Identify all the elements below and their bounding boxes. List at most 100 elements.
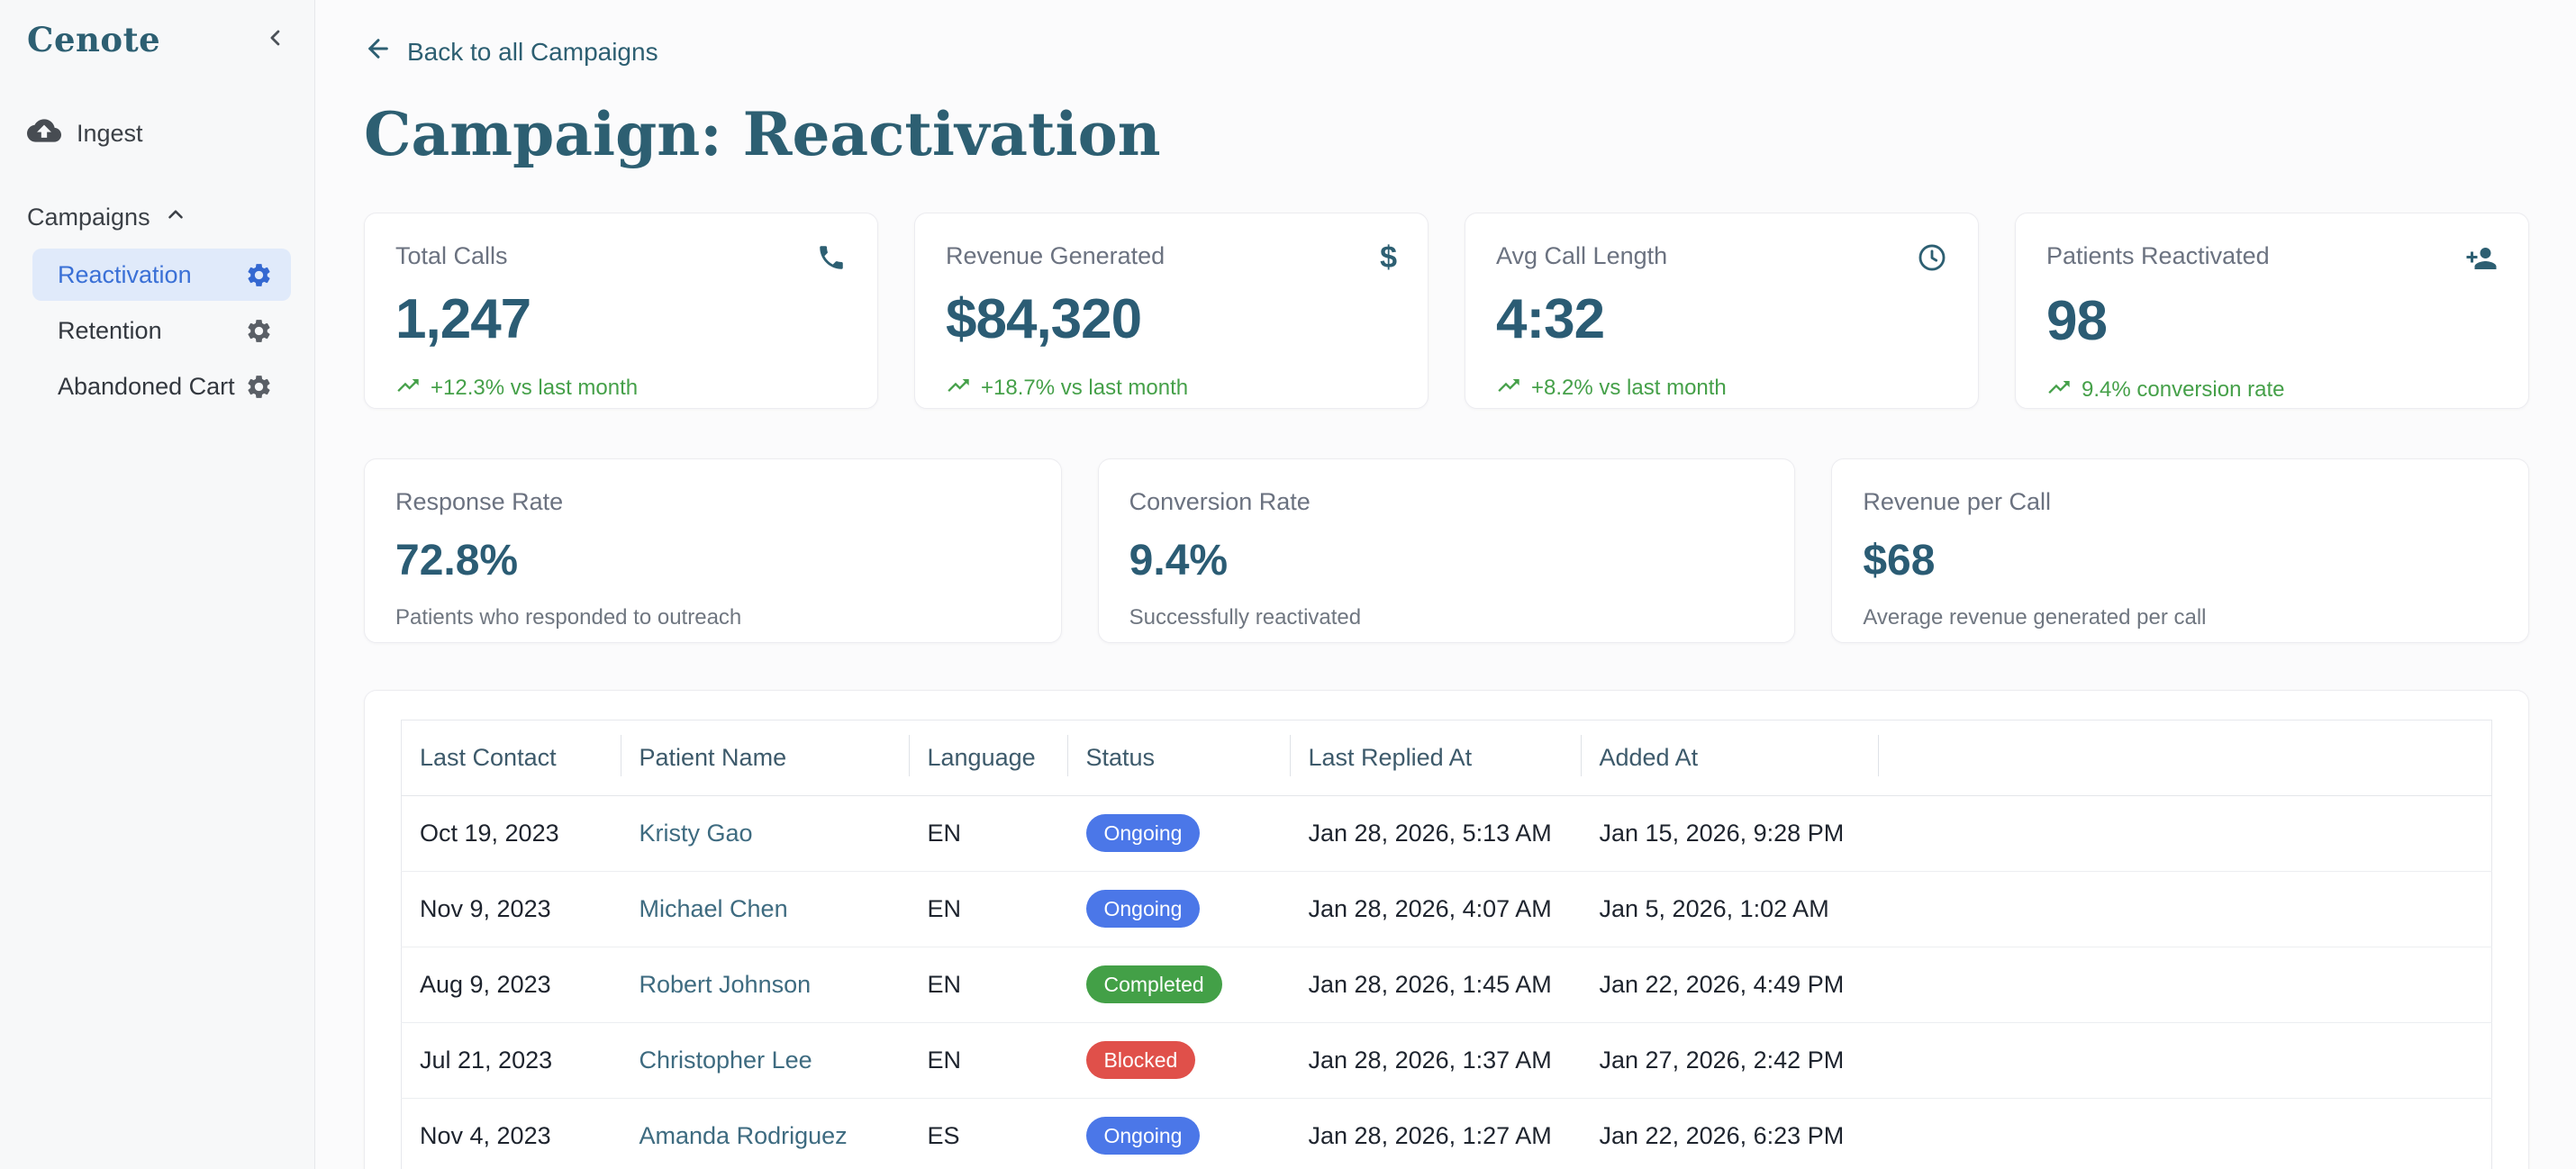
metric-card-conversion-rate: Conversion Rate 9.4% Successfully reacti… <box>1097 458 1796 643</box>
column-header-actions <box>1878 720 2492 796</box>
table-row[interactable]: Nov 9, 2023 Michael Chen EN Ongoing Jan … <box>401 871 2492 947</box>
column-header-language[interactable]: Language <box>909 720 1068 796</box>
stat-cards-row: Total Calls 1,247 +12.3% vs last month R… <box>364 212 2529 409</box>
cell-actions <box>1878 871 2492 947</box>
chevron-left-icon <box>263 25 288 55</box>
stat-label: Total Calls <box>395 241 508 269</box>
cell-actions <box>1878 947 2492 1023</box>
campaign-list: Reactivation Retention Abandoned Cart <box>32 249 291 412</box>
stat-value: 1,247 <box>395 287 531 350</box>
stat-trend: +18.7% vs last month <box>946 373 1397 404</box>
metric-cards-row: Response Rate 72.8% Patients who respond… <box>364 458 2530 643</box>
gear-icon[interactable] <box>245 317 273 345</box>
table-row[interactable]: Aug 9, 2023 Robert Johnson EN Completed … <box>401 947 2492 1023</box>
sidebar-header: Cenote <box>27 20 291 59</box>
back-link-label: Back to all Campaigns <box>407 37 658 66</box>
cell-last-contact: Jul 21, 2023 <box>401 1022 621 1099</box>
status-badge: Ongoing <box>1085 1117 1201 1155</box>
cell-language: EN <box>909 871 1068 947</box>
cell-patient-name[interactable]: Robert Johnson <box>621 947 910 1023</box>
status-badge: Blocked <box>1085 1041 1196 1080</box>
stat-card-avg-call-length: Avg Call Length 4:32 +8.2% vs last month <box>1465 212 1979 409</box>
stat-trend: +8.2% vs last month <box>1496 373 1947 404</box>
cell-added-at: Jan 27, 2026, 2:42 PM <box>1581 1022 1879 1099</box>
trending-up-icon <box>395 373 421 404</box>
dollar-icon: $ <box>1380 240 1397 275</box>
metric-description: Successfully reactivated <box>1129 604 1362 630</box>
stat-trend-label: +18.7% vs last month <box>981 376 1189 401</box>
cell-last-replied-at: Jan 28, 2026, 1:37 AM <box>1290 1022 1582 1099</box>
gear-icon[interactable] <box>245 373 273 401</box>
cell-last-contact: Aug 9, 2023 <box>401 947 621 1023</box>
cell-language: EN <box>909 795 1068 872</box>
stat-trend: +12.3% vs last month <box>395 373 847 404</box>
gear-icon[interactable] <box>245 261 273 289</box>
sidebar-item-campaign-abandoned-cart[interactable]: Abandoned Cart <box>32 360 291 412</box>
sidebar-item-ingest[interactable]: Ingest <box>27 117 291 150</box>
table-header-row: Last Contact Patient Name Language Statu… <box>401 720 2492 796</box>
cell-actions <box>1878 1098 2492 1169</box>
metric-label: Response Rate <box>395 487 564 515</box>
sidebar-item-campaign-retention[interactable]: Retention <box>32 304 291 357</box>
cloud-upload-icon <box>27 117 61 150</box>
metric-description: Patients who responded to outreach <box>395 604 742 630</box>
arrow-left-icon <box>364 34 393 69</box>
metric-value: 9.4% <box>1129 536 1229 584</box>
cell-last-contact: Nov 9, 2023 <box>401 871 621 947</box>
stat-trend-label: 9.4% conversion rate <box>2082 377 2285 403</box>
sidebar-item-campaign-reactivation[interactable]: Reactivation <box>32 249 291 301</box>
stat-label: Avg Call Length <box>1496 241 1668 269</box>
table-row[interactable]: Jul 21, 2023 Christopher Lee EN Blocked … <box>401 1022 2492 1099</box>
status-badge: Ongoing <box>1085 814 1201 853</box>
status-badge: Completed <box>1085 965 1222 1004</box>
campaign-item-label: Reactivation <box>58 260 192 288</box>
metric-value: $68 <box>1863 536 1936 584</box>
stat-label: Revenue Generated <box>946 241 1166 269</box>
trending-up-icon <box>2046 375 2072 406</box>
cell-actions <box>1878 1022 2492 1099</box>
cell-added-at: Jan 22, 2026, 6:23 PM <box>1581 1098 1879 1169</box>
page-title: Campaign: Reactivation <box>364 99 1161 169</box>
main-content: Back to all Campaigns Campaign: Reactiva… <box>315 0 2576 1169</box>
cell-patient-name[interactable]: Amanda Rodriguez <box>621 1098 910 1169</box>
cell-last-replied-at: Jan 28, 2026, 1:27 AM <box>1290 1098 1582 1169</box>
table-row[interactable]: Nov 4, 2023 Amanda Rodriguez ES Ongoing … <box>401 1098 2492 1169</box>
column-header-last-replied-at[interactable]: Last Replied At <box>1290 720 1582 796</box>
phone-icon <box>816 242 847 273</box>
cell-language: EN <box>909 1022 1068 1099</box>
column-header-added-at[interactable]: Added At <box>1581 720 1879 796</box>
cell-patient-name[interactable]: Michael Chen <box>621 871 910 947</box>
metric-card-revenue-per-call: Revenue per Call $68 Average revenue gen… <box>1831 458 2530 643</box>
sidebar-section-campaigns[interactable]: Campaigns <box>27 203 291 232</box>
patients-table: Last Contact Patient Name Language Statu… <box>401 719 2492 1169</box>
cell-added-at: Jan 22, 2026, 4:49 PM <box>1581 947 1879 1023</box>
cell-patient-name[interactable]: Kristy Gao <box>621 795 910 872</box>
campaign-item-label: Abandoned Cart <box>58 372 235 400</box>
table-row[interactable]: Oct 19, 2023 Kristy Gao EN Ongoing Jan 2… <box>401 795 2492 872</box>
trending-up-icon <box>946 373 971 404</box>
column-header-last-contact[interactable]: Last Contact <box>401 720 621 796</box>
metric-label: Conversion Rate <box>1129 487 1311 515</box>
chevron-up-icon <box>164 203 187 232</box>
cell-last-contact: Oct 19, 2023 <box>401 795 621 872</box>
back-to-campaigns-link[interactable]: Back to all Campaigns <box>364 34 658 69</box>
column-header-status[interactable]: Status <box>1067 720 1291 796</box>
stat-trend-label: +12.3% vs last month <box>431 376 639 401</box>
stat-value: $84,320 <box>946 287 1142 350</box>
clock-icon <box>1917 242 1947 273</box>
sidebar: Cenote Ingest Campaigns Reactivation <box>0 0 315 1169</box>
person-add-icon <box>2465 242 2498 275</box>
stat-card-patients-reactivated: Patients Reactivated 98 9.4% conversion … <box>2015 212 2529 409</box>
cell-added-at: Jan 5, 2026, 1:02 AM <box>1581 871 1879 947</box>
column-header-patient-name[interactable]: Patient Name <box>621 720 910 796</box>
cell-language: EN <box>909 947 1068 1023</box>
sidebar-collapse-button[interactable] <box>260 24 291 55</box>
stat-value: 4:32 <box>1496 287 1605 350</box>
cell-last-replied-at: Jan 28, 2026, 5:13 AM <box>1290 795 1582 872</box>
metric-description: Average revenue generated per call <box>1863 604 2207 630</box>
stat-card-revenue-generated: Revenue Generated $ $84,320 +18.7% vs la… <box>914 212 1429 409</box>
cell-added-at: Jan 15, 2026, 9:28 PM <box>1581 795 1879 872</box>
cell-patient-name[interactable]: Christopher Lee <box>621 1022 910 1099</box>
campaign-item-label: Retention <box>58 316 162 344</box>
